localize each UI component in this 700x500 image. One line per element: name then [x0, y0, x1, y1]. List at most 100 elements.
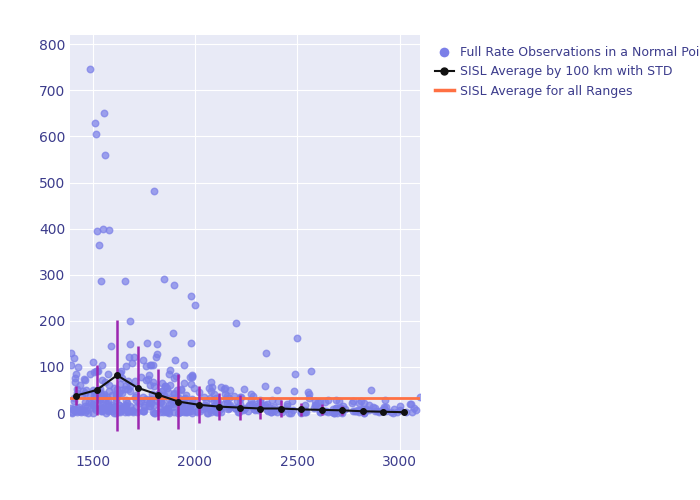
- Full Rate Observations in a Normal Point: [90, 404, 101, 412]
- Full Rate Observations in a Normal Point: [111, 408, 122, 416]
- Full Rate Observations in a Normal Point: [290, 370, 301, 378]
- Full Rate Observations in a Normal Point: [69, 406, 80, 414]
- Full Rate Observations in a Normal Point: [322, 408, 333, 416]
- Full Rate Observations in a Normal Point: [378, 404, 389, 411]
- Full Rate Observations in a Normal Point: [92, 367, 103, 375]
- Full Rate Observations in a Normal Point: [157, 393, 168, 401]
- Full Rate Observations in a Normal Point: [234, 394, 246, 402]
- Full Rate Observations in a Normal Point: [97, 406, 108, 414]
- Full Rate Observations in a Normal Point: [256, 402, 267, 410]
- Full Rate Observations in a Normal Point: [115, 404, 126, 411]
- Full Rate Observations in a Normal Point: [319, 398, 330, 406]
- Full Rate Observations in a Normal Point: [85, 370, 96, 378]
- Full Rate Observations in a Normal Point: [212, 398, 223, 406]
- Full Rate Observations in a Normal Point: [94, 395, 105, 403]
- Full Rate Observations in a Normal Point: [315, 408, 326, 416]
- Full Rate Observations in a Normal Point: [112, 407, 123, 415]
- Full Rate Observations in a Normal Point: [126, 406, 137, 413]
- Full Rate Observations in a Normal Point: [149, 409, 160, 417]
- Full Rate Observations in a Normal Point: [299, 408, 310, 416]
- Full Rate Observations in a Normal Point: [71, 404, 83, 411]
- Full Rate Observations in a Normal Point: [176, 385, 187, 393]
- Full Rate Observations in a Normal Point: [281, 400, 293, 408]
- Full Rate Observations in a Normal Point: [330, 406, 342, 414]
- Full Rate Observations in a Normal Point: [337, 402, 348, 409]
- Full Rate Observations in a Normal Point: [191, 406, 202, 414]
- Full Rate Observations in a Normal Point: [389, 406, 400, 413]
- Full Rate Observations in a Normal Point: [97, 404, 108, 412]
- Full Rate Observations in a Normal Point: [171, 372, 182, 380]
- Full Rate Observations in a Normal Point: [348, 396, 359, 404]
- Full Rate Observations in a Normal Point: [187, 371, 198, 379]
- Full Rate Observations in a Normal Point: [353, 408, 364, 416]
- Full Rate Observations in a Normal Point: [178, 408, 190, 416]
- Full Rate Observations in a Normal Point: [234, 400, 246, 408]
- Full Rate Observations in a Normal Point: [185, 404, 196, 411]
- Full Rate Observations in a Normal Point: [167, 396, 178, 404]
- Full Rate Observations in a Normal Point: [79, 398, 90, 406]
- Full Rate Observations in a Normal Point: [89, 395, 100, 403]
- Full Rate Observations in a Normal Point: [255, 396, 266, 404]
- Full Rate Observations in a Normal Point: [172, 386, 183, 394]
- Full Rate Observations in a Normal Point: [372, 408, 383, 416]
- Full Rate Observations in a Normal Point: [281, 405, 292, 413]
- Full Rate Observations in a Normal Point: [211, 398, 222, 406]
- Full Rate Observations in a Normal Point: [96, 404, 107, 411]
- Full Rate Observations in a Normal Point: [206, 402, 217, 410]
- Full Rate Observations in a Normal Point: [106, 402, 118, 409]
- Full Rate Observations in a Normal Point: [238, 385, 249, 393]
- Full Rate Observations in a Normal Point: [173, 409, 184, 417]
- Full Rate Observations in a Normal Point: [187, 374, 198, 382]
- Full Rate Observations in a Normal Point: [162, 406, 173, 414]
- Full Rate Observations in a Normal Point: [159, 406, 170, 414]
- Full Rate Observations in a Normal Point: [112, 390, 123, 398]
- Full Rate Observations in a Normal Point: [76, 404, 87, 412]
- Full Rate Observations in a Normal Point: [150, 352, 162, 360]
- Full Rate Observations in a Normal Point: [186, 400, 197, 408]
- Full Rate Observations in a Normal Point: [157, 386, 168, 394]
- Full Rate Observations in a Normal Point: [253, 400, 265, 408]
- Full Rate Observations in a Normal Point: [237, 406, 248, 414]
- Full Rate Observations in a Normal Point: [96, 408, 107, 416]
- Full Rate Observations in a Normal Point: [71, 370, 82, 378]
- Full Rate Observations in a Normal Point: [215, 383, 226, 391]
- Full Rate Observations in a Normal Point: [363, 401, 374, 409]
- Full Rate Observations in a Normal Point: [221, 398, 232, 406]
- Full Rate Observations in a Normal Point: [358, 399, 370, 407]
- Full Rate Observations in a Normal Point: [220, 384, 231, 392]
- Full Rate Observations in a Normal Point: [102, 408, 113, 416]
- Full Rate Observations in a Normal Point: [220, 395, 232, 403]
- Full Rate Observations in a Normal Point: [211, 408, 223, 416]
- Full Rate Observations in a Normal Point: [262, 406, 274, 414]
- Full Rate Observations in a Normal Point: [164, 366, 176, 374]
- Full Rate Observations in a Normal Point: [68, 394, 79, 402]
- Full Rate Observations in a Normal Point: [178, 378, 189, 386]
- Full Rate Observations in a Normal Point: [358, 409, 370, 417]
- Full Rate Observations in a Normal Point: [162, 388, 174, 396]
- Full Rate Observations in a Normal Point: [175, 408, 186, 416]
- Full Rate Observations in a Normal Point: [94, 389, 106, 397]
- Full Rate Observations in a Normal Point: [162, 404, 173, 412]
- Full Rate Observations in a Normal Point: [69, 354, 80, 362]
- Full Rate Observations in a Normal Point: [144, 371, 155, 379]
- Full Rate Observations in a Normal Point: [146, 390, 158, 398]
- Full Rate Observations in a Normal Point: [333, 396, 344, 404]
- Full Rate Observations in a Normal Point: [136, 397, 147, 405]
- Full Rate Observations in a Normal Point: [164, 402, 175, 409]
- Full Rate Observations in a Normal Point: [102, 396, 113, 404]
- Full Rate Observations in a Normal Point: [138, 402, 149, 409]
- Full Rate Observations in a Normal Point: [77, 386, 88, 394]
- Full Rate Observations in a Normal Point: [183, 404, 194, 412]
- Full Rate Observations in a Normal Point: [130, 396, 141, 404]
- Full Rate Observations in a Normal Point: [142, 340, 153, 347]
- Full Rate Observations in a Normal Point: [218, 384, 230, 392]
- Full Rate Observations in a Normal Point: [125, 386, 136, 394]
- Full Rate Observations in a Normal Point: [295, 408, 307, 416]
- Full Rate Observations in a Normal Point: [158, 408, 169, 416]
- Full Rate Observations in a Normal Point: [300, 408, 311, 416]
- Full Rate Observations in a Normal Point: [340, 404, 351, 412]
- Full Rate Observations in a Normal Point: [75, 408, 86, 416]
- Full Rate Observations in a Normal Point: [119, 403, 130, 411]
- Full Rate Observations in a Normal Point: [104, 226, 115, 234]
- Full Rate Observations in a Normal Point: [381, 403, 392, 411]
